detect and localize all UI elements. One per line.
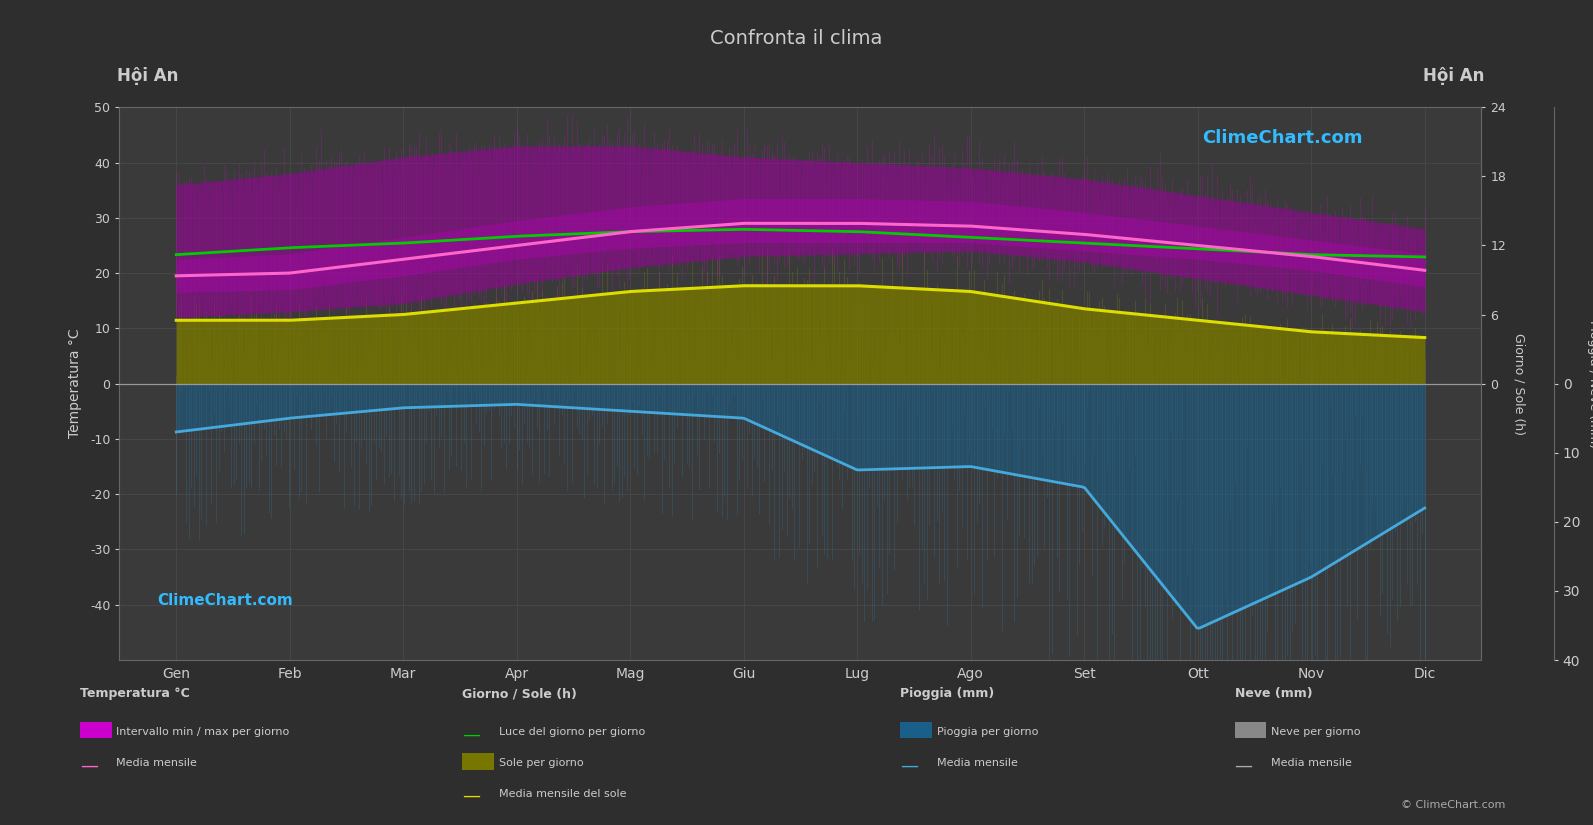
Text: © ClimeChart.com: © ClimeChart.com xyxy=(1400,800,1505,810)
Text: Hội An: Hội An xyxy=(116,67,178,85)
Text: —: — xyxy=(80,757,97,775)
Y-axis label: Giorno / Sole (h): Giorno / Sole (h) xyxy=(1513,332,1526,435)
Text: Media mensile: Media mensile xyxy=(1271,758,1352,768)
Y-axis label: Pioggia / Neve (mm): Pioggia / Neve (mm) xyxy=(1587,319,1593,448)
Text: Sole per giorno: Sole per giorno xyxy=(499,758,583,768)
Text: —: — xyxy=(462,787,479,805)
Text: Neve per giorno: Neve per giorno xyxy=(1271,727,1360,737)
Text: ClimeChart.com: ClimeChart.com xyxy=(158,592,293,608)
Text: Media mensile: Media mensile xyxy=(937,758,1018,768)
Text: Temperatura °C: Temperatura °C xyxy=(80,687,190,700)
Text: —: — xyxy=(1235,757,1252,775)
Text: —: — xyxy=(900,757,918,775)
Text: Giorno / Sole (h): Giorno / Sole (h) xyxy=(462,687,577,700)
Text: Media mensile del sole: Media mensile del sole xyxy=(499,789,626,799)
Text: Neve (mm): Neve (mm) xyxy=(1235,687,1313,700)
Y-axis label: Temperatura °C: Temperatura °C xyxy=(68,329,81,438)
Text: Pioggia per giorno: Pioggia per giorno xyxy=(937,727,1039,737)
Text: ClimeChart.com: ClimeChart.com xyxy=(1203,130,1362,147)
Text: Pioggia (mm): Pioggia (mm) xyxy=(900,687,994,700)
Text: —: — xyxy=(462,725,479,743)
Text: Confronta il clima: Confronta il clima xyxy=(710,29,883,48)
Text: Luce del giorno per giorno: Luce del giorno per giorno xyxy=(499,727,645,737)
Text: Hội An: Hội An xyxy=(1423,67,1485,85)
Text: Media mensile: Media mensile xyxy=(116,758,198,768)
Text: Intervallo min / max per giorno: Intervallo min / max per giorno xyxy=(116,727,290,737)
